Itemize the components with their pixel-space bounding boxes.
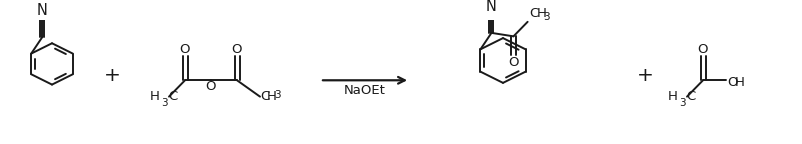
Text: NaOEt: NaOEt — [344, 84, 386, 97]
Text: O: O — [508, 56, 519, 69]
Text: C: C — [260, 90, 269, 103]
Text: H: H — [150, 90, 160, 103]
Text: H: H — [735, 75, 745, 89]
Text: O: O — [727, 75, 738, 89]
Text: +: + — [637, 66, 654, 85]
Text: H: H — [537, 7, 546, 20]
Text: C: C — [686, 90, 695, 103]
Text: O: O — [180, 43, 190, 56]
Text: O: O — [232, 43, 242, 56]
Text: O: O — [206, 80, 217, 93]
Text: 3: 3 — [544, 12, 550, 22]
Text: +: + — [103, 66, 120, 85]
Text: O: O — [698, 43, 708, 56]
Text: N: N — [486, 0, 497, 14]
Text: 3: 3 — [274, 90, 281, 100]
Text: N: N — [37, 3, 47, 18]
Text: H: H — [267, 90, 277, 103]
Text: H: H — [668, 90, 678, 103]
Text: C: C — [529, 7, 539, 20]
Text: 3: 3 — [679, 97, 686, 108]
Text: 3: 3 — [161, 97, 168, 108]
Text: C: C — [168, 90, 177, 103]
